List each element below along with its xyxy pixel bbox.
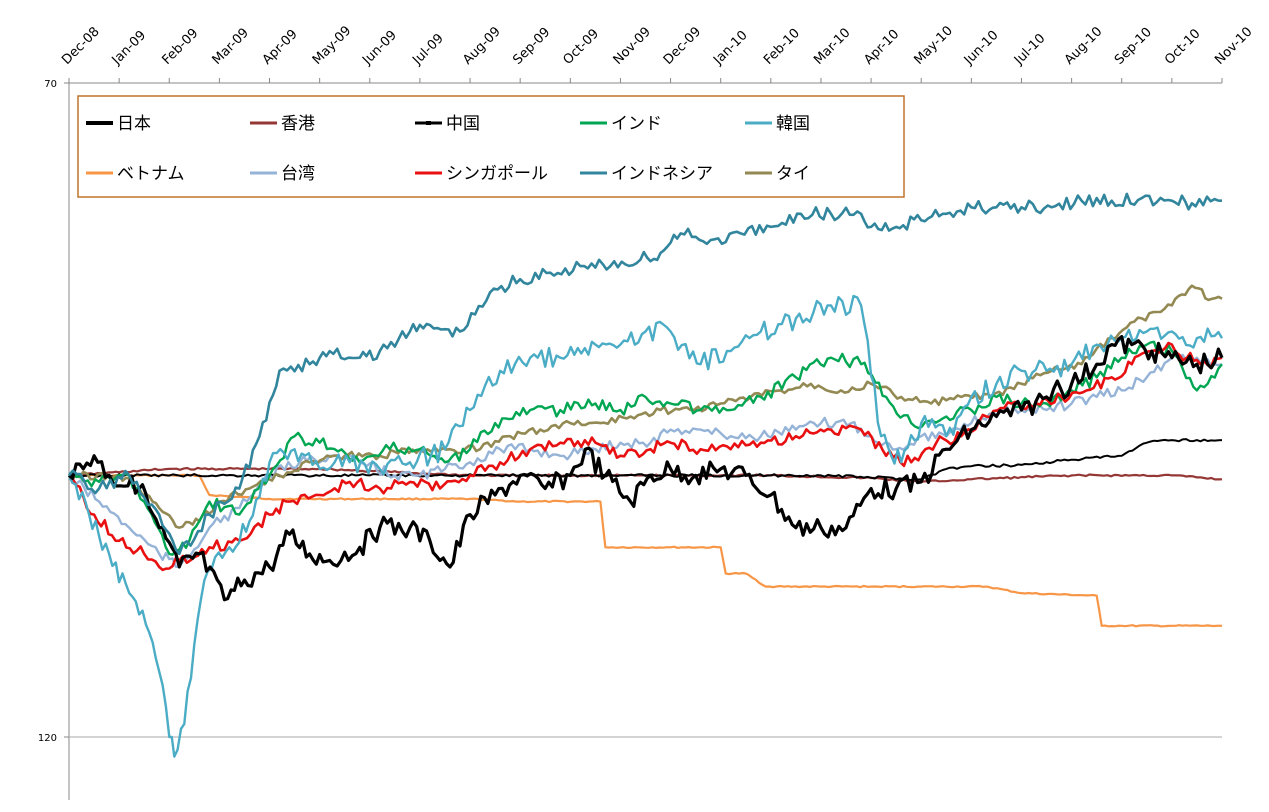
x-tick-label: Jan-09 [109,28,150,69]
legend-box [77,95,905,198]
x-tick-label: Mar-10 [811,25,853,67]
x-tick-label: Jun-10 [961,28,1002,69]
x-tick-label: Jan-10 [710,28,751,69]
legend-label: タイ [776,164,810,184]
x-tick-label: Aug-10 [1062,24,1106,68]
x-tick-label: May-09 [310,23,354,67]
series-line-3 [68,438,1223,482]
legend-label: シンガポール [446,164,548,184]
legend-label: ベトナム [117,164,185,184]
x-tick-label: Jul-09 [409,31,446,68]
y-tick-label: 70 [44,79,57,90]
series-line-9 [67,335,1224,602]
legend-marker [426,121,431,125]
legend-label: 香港 [281,114,315,134]
x-tick-label: Oct-09 [561,26,603,68]
x-tick-label: Apr-09 [260,27,301,68]
series-line-4 [68,353,1223,569]
legend-label: 日本 [117,114,151,134]
x-tick-label: Nov-10 [1212,25,1255,68]
legend-label: 台湾 [281,164,315,184]
x-tick-label: Mar-09 [210,25,252,67]
x-tick-label: Apr-10 [861,27,902,68]
series-layer [67,192,1224,758]
series-line-10 [67,192,1223,556]
x-tick-label: Dec-09 [661,24,704,67]
legend-label: 韓国 [776,114,810,134]
series-line-1 [68,473,1223,628]
series-line-7 [68,341,1223,572]
y-tick-label: 120 [38,733,57,744]
series-line-6 [68,340,1223,556]
x-tick-label: Aug-09 [460,24,504,68]
series-line-5 [68,284,1223,529]
x-tick-label: Jul-10 [1011,31,1048,68]
legend-label: インドネシア [611,164,713,184]
x-tick-label: Feb-09 [159,26,201,68]
series-line-8 [67,294,1224,758]
x-tick-label: Nov-09 [611,25,654,68]
x-tick-label: May-10 [911,23,955,67]
legend-label: インド [611,114,662,134]
legend-label: 中国 [446,114,480,134]
x-tick-label: Dec-08 [59,24,102,67]
x-tick-label: Jun-09 [359,28,400,69]
x-tick-label: Oct-10 [1162,26,1204,68]
x-tick-label: Sep-09 [510,25,553,68]
x-tick-label: Feb-10 [761,26,803,68]
x-tick-label: Sep-10 [1112,25,1155,68]
